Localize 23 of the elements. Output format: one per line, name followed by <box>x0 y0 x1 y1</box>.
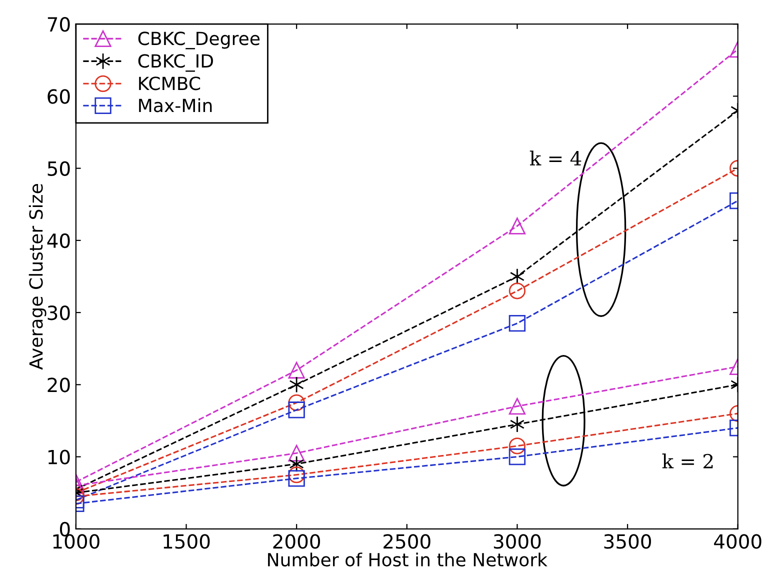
annotation: k = 2 <box>662 454 713 468</box>
legend-label: KCMBC <box>139 76 200 90</box>
y-tick-label: 10 <box>48 450 70 464</box>
x-axis-title: Number of Host in the Network <box>268 552 548 567</box>
x-tick-label: 3500 <box>604 534 651 549</box>
annotation: k = 4 <box>530 150 582 166</box>
x-tick-label: 2500 <box>384 534 430 549</box>
y-tick-label: 0 <box>60 522 70 537</box>
y-tick-label: 30 <box>48 305 70 320</box>
x-tick-label: 3000 <box>494 534 541 549</box>
y-tick-label: 60 <box>48 89 70 104</box>
legend-label: CBKC_ID <box>138 54 213 72</box>
y-tick-label: 50 <box>48 161 70 176</box>
y-tick-label: 70 <box>48 17 70 32</box>
x-tick-label: 1000 <box>53 534 100 549</box>
x-tick-label: 1500 <box>164 534 210 549</box>
y-tick-label: 20 <box>48 378 70 392</box>
x-tick-label: 4000 <box>714 534 762 549</box>
x-tick-label: 2000 <box>273 534 320 549</box>
y-tick-label: 40 <box>47 233 70 248</box>
legend-label: CBKC_Degree <box>138 32 260 50</box>
y-axis-title: Average Cluster Size <box>28 184 46 370</box>
legend-label: Max-Min <box>139 98 212 112</box>
